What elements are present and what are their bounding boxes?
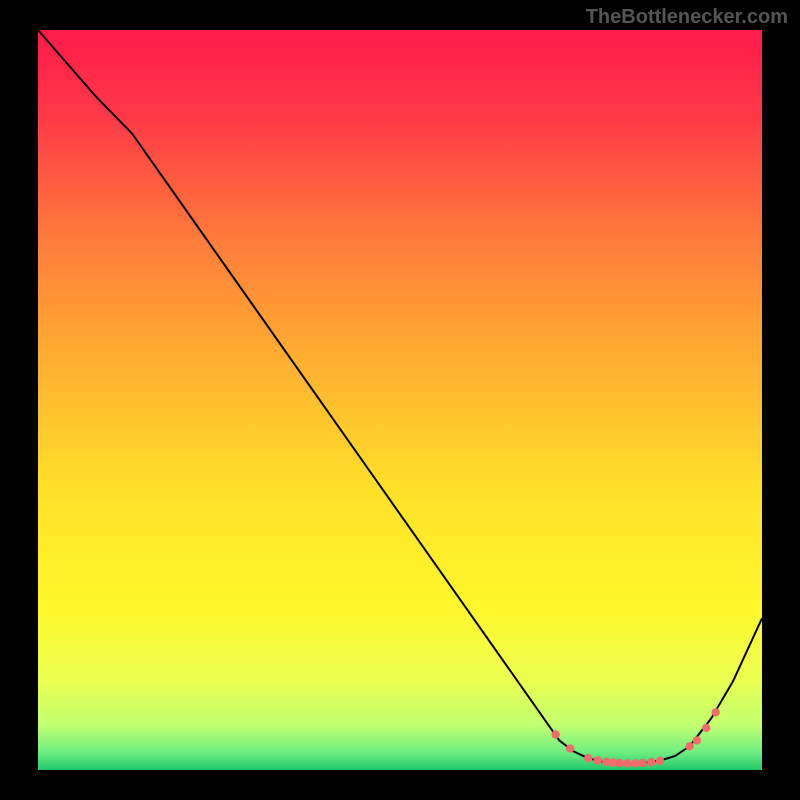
chart-markers [551,708,719,767]
chart-marker [638,759,646,767]
chart-marker [623,759,631,767]
chart-plot-area [38,30,762,770]
chart-marker [693,736,701,744]
chart-marker [685,742,693,750]
chart-curve-line [38,30,762,763]
chart-marker [656,757,664,765]
watermark-text: TheBottlenecker.com [586,6,788,29]
chart-overlay [38,30,762,770]
chart-marker [615,759,623,767]
chart-marker [566,744,574,752]
chart-marker [711,708,719,716]
chart-marker [593,756,601,764]
chart-marker [584,754,592,762]
chart-marker [647,758,655,766]
chart-marker [551,730,559,738]
chart-marker [702,724,710,732]
chart-marker [631,759,639,767]
